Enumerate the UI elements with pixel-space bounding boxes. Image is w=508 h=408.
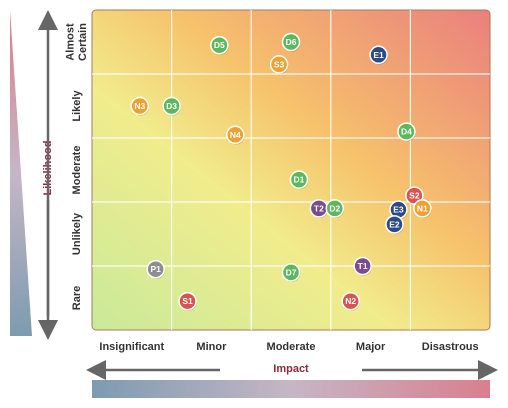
x-tick-label: Insignificant xyxy=(99,341,164,353)
y-tick-labels: Rare Unlikely Moderate Likely AlmostCertain xyxy=(64,23,89,310)
risk-point-label: E1 xyxy=(373,50,384,60)
x-axis-title: Impact xyxy=(273,363,309,375)
risk-points: D5 D6 S3 E1 N3 D3 N4 D4 D1 S2 N1 T2 D2 E3 E2 P1 D7 T1 S1 N2 xyxy=(130,32,432,311)
impact-scale-wedge xyxy=(92,380,490,398)
y-tick-label: AlmostCertain xyxy=(64,23,89,61)
risk-point-t2[interactable]: T2 xyxy=(309,199,329,219)
risk-point-d6[interactable]: D6 xyxy=(281,32,301,52)
y-tick-label: Moderate xyxy=(71,146,83,195)
risk-point-label: N2 xyxy=(345,296,356,306)
risk-point-label: T2 xyxy=(314,203,324,213)
y-tick-label: Unlikely xyxy=(71,212,83,255)
y-tick-label: Likely xyxy=(71,90,83,122)
y-tick-label: Rare xyxy=(71,286,83,310)
x-tick-label: Major xyxy=(356,341,386,353)
risk-point-label: D4 xyxy=(401,127,412,137)
risk-point-label: E2 xyxy=(389,219,400,229)
risk-point-label: S3 xyxy=(274,59,285,69)
risk-point-d4[interactable]: D4 xyxy=(397,122,416,142)
risk-point-s3[interactable]: S3 xyxy=(269,55,289,75)
likelihood-scale-wedge xyxy=(10,10,32,336)
risk-point-n2[interactable]: N2 xyxy=(341,291,360,311)
risk-point-label: D1 xyxy=(294,175,305,185)
risk-point-p1[interactable]: P1 xyxy=(146,259,165,279)
risk-point-label: N4 xyxy=(230,130,241,140)
x-tick-label: Minor xyxy=(196,341,227,353)
risk-point-label: D3 xyxy=(166,101,177,111)
risk-point-e2[interactable]: E2 xyxy=(385,215,404,235)
risk-point-label: D7 xyxy=(286,267,297,277)
x-tick-label: Moderate xyxy=(267,341,316,353)
risk-point-label: S1 xyxy=(182,296,193,306)
risk-point-label: N3 xyxy=(134,101,145,111)
risk-point-d5[interactable]: D5 xyxy=(210,35,229,55)
risk-point-d7[interactable]: D7 xyxy=(281,263,301,283)
risk-point-label: P1 xyxy=(150,264,161,274)
risk-point-d3[interactable]: D3 xyxy=(162,96,181,116)
risk-point-label: N1 xyxy=(417,203,428,213)
risk-point-d2[interactable]: D2 xyxy=(325,199,345,219)
x-tick-label: Disastrous xyxy=(422,341,479,353)
x-tick-labels: Insignificant Minor Moderate Major Disastrou… xyxy=(99,341,478,353)
risk-point-label: D2 xyxy=(329,203,340,213)
risk-point-e1[interactable]: E1 xyxy=(369,45,388,65)
risk-point-label: T1 xyxy=(358,261,368,271)
risk-point-d1[interactable]: D1 xyxy=(289,170,309,190)
risk-point-label: E3 xyxy=(393,205,404,215)
risk-point-t1[interactable]: T1 xyxy=(353,256,372,276)
risk-point-n1[interactable]: N1 xyxy=(413,199,432,219)
plot-area xyxy=(91,9,491,331)
risk-point-label: D6 xyxy=(286,37,297,47)
risk-point-e3[interactable]: E3 xyxy=(389,200,408,220)
risk-point-s1[interactable]: S1 xyxy=(178,291,197,311)
risk-point-label: D5 xyxy=(214,40,225,50)
risk-point-n4[interactable]: N4 xyxy=(226,125,245,145)
risk-point-label: S2 xyxy=(409,191,420,201)
risk-point-n3[interactable]: N3 xyxy=(130,96,150,116)
